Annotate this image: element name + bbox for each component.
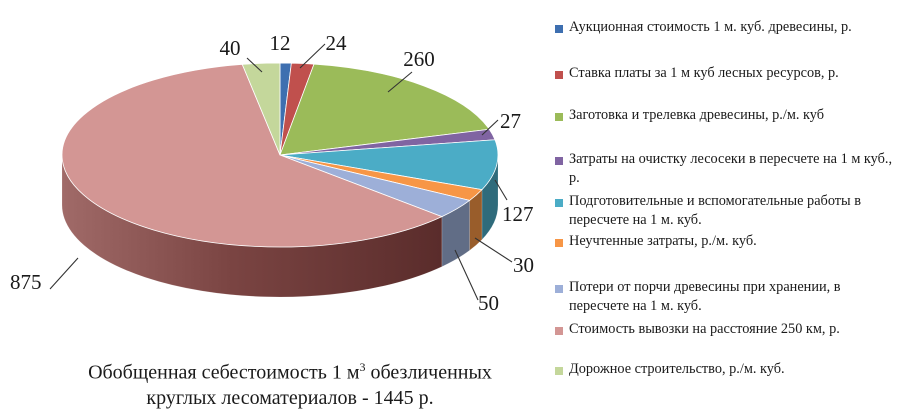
legend-label: Дорожное строительство, р./м. куб. <box>569 361 785 377</box>
data-label-site-cleanup: 27 <box>500 109 521 133</box>
legend-item-preparatory-works: Подготовительные и вспомогательные работ… <box>555 192 900 230</box>
legend-swatch <box>555 157 563 165</box>
pie-slice-preparatory-works <box>279 139 499 191</box>
caption-line-2: круглых лесоматериалов - 1445 р. <box>146 386 434 409</box>
leader-line-road-construction <box>246 57 263 73</box>
data-label-unaccounted-costs: 30 <box>513 253 534 277</box>
legend-item-harvesting: Заготовка и трелевка древесины, р./м. ку… <box>555 106 900 125</box>
legend-label: Подготовительные и вспомогательные работ… <box>569 193 861 228</box>
legend-swatch <box>555 113 563 121</box>
legend-swatch <box>555 367 563 375</box>
leader-line-unaccounted-costs <box>474 237 513 263</box>
data-label-auction-price: 12 <box>270 31 291 55</box>
legend-item-road-construction: Дорожное строительство, р./м. куб. <box>555 360 900 379</box>
data-label-fee-rate: 24 <box>326 31 348 55</box>
legend-swatch <box>555 327 563 335</box>
legend-item-unaccounted-costs: Неучтенные затраты, р./м. куб. <box>555 232 900 251</box>
pie-chart: 12 24 260 27 127 30 50 875 40 <box>10 31 534 315</box>
leader-line-fee-rate <box>299 43 326 69</box>
data-label-harvesting: 260 <box>403 47 435 71</box>
legend-item-fee-rate: Ставка платы за 1 м куб лесных ресурсов,… <box>555 64 900 83</box>
legend-label: Стоимость вывозки на расстояние 250 км, … <box>569 321 840 337</box>
leader-line-harvesting <box>387 71 413 93</box>
legend-swatch <box>555 71 563 79</box>
legend-label: Затраты на очистку лесосеки в пересчете … <box>569 151 893 186</box>
legend-swatch <box>555 199 563 207</box>
caption-line-1: Обобщенная себестоимость 1 м3 обезличенн… <box>88 360 492 384</box>
data-label-storage-losses: 50 <box>478 291 499 315</box>
pie-slice-harvesting <box>279 63 490 156</box>
pie-slice-transport-cost <box>61 63 443 248</box>
legend-item-transport-cost: Стоимость вывозки на расстояние 250 км, … <box>555 320 900 339</box>
chart-caption: Обобщенная себестоимость 1 м3 обезличенн… <box>40 355 540 411</box>
legend-swatch <box>555 285 563 293</box>
data-label-road-construction: 40 <box>220 36 241 60</box>
leader-line-site-cleanup <box>481 119 499 136</box>
legend-label: Аукционная стоимость 1 м. куб. древесины… <box>569 19 852 35</box>
legend-label: Заготовка и трелевка древесины, р./м. ку… <box>569 107 825 123</box>
data-label-transport-cost: 875 <box>10 270 42 294</box>
legend-label: Неучтенные затраты, р./м. куб. <box>569 233 757 249</box>
legend-item-site-cleanup: Затраты на очистку лесосеки в пересчете … <box>555 150 900 188</box>
legend-swatch <box>555 25 563 33</box>
legend-item-storage-losses: Потери от порчи древесины при хранении, … <box>555 278 900 316</box>
legend-label: Ставка платы за 1 м куб лесных ресурсов,… <box>569 65 839 81</box>
legend-label: Потери от порчи древесины при хранении, … <box>569 279 841 314</box>
leader-line-transport-cost <box>49 257 79 290</box>
leader-line-preparatory-works <box>494 179 508 201</box>
legend-item-auction-price: Аукционная стоимость 1 м. куб. древесины… <box>555 18 900 37</box>
legend-swatch <box>555 239 563 247</box>
pie-slice-road-construction <box>241 62 281 156</box>
data-label-preparatory-works: 127 <box>502 202 534 226</box>
leader-line-storage-losses <box>454 249 479 301</box>
